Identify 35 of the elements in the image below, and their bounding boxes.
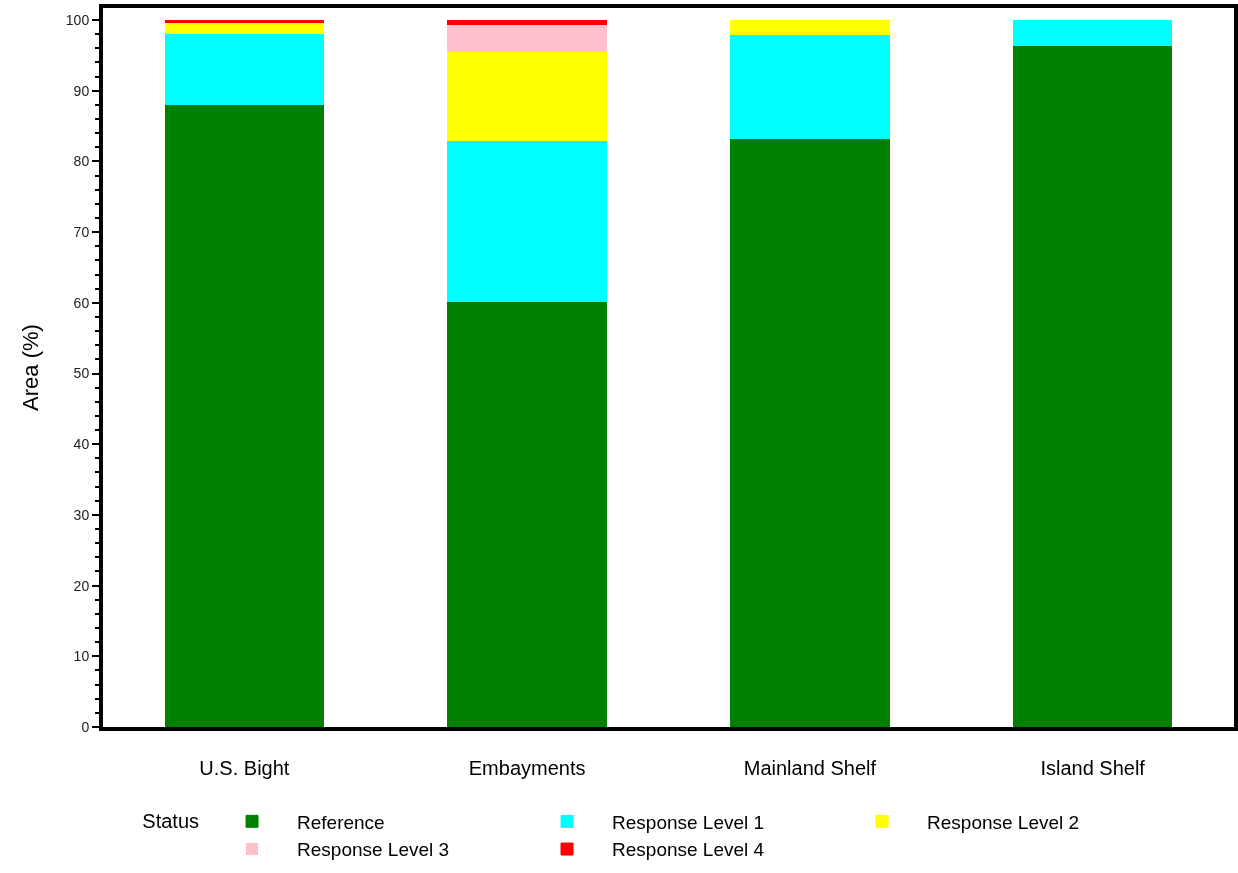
bar bbox=[164, 104, 325, 727]
y-tick-label: 20 bbox=[73, 577, 90, 594]
y-tick-label: 90 bbox=[73, 82, 90, 99]
x-tick-label: Mainland Shelf bbox=[743, 757, 877, 779]
legend-label: Response Level 4 bbox=[612, 839, 765, 861]
legend-label: Response Level 1 bbox=[612, 811, 765, 833]
bar bbox=[1012, 44, 1173, 727]
bar bbox=[447, 139, 607, 302]
x-tick-label: Island Shelf bbox=[1040, 757, 1146, 779]
y-tick-label: 100 bbox=[65, 11, 90, 28]
y-tick-label: 80 bbox=[73, 153, 90, 170]
bar bbox=[447, 19, 607, 26]
y-tick-label: 0 bbox=[81, 718, 90, 735]
bar bbox=[164, 32, 325, 106]
bar bbox=[1012, 19, 1173, 46]
legend-title: Status bbox=[142, 810, 200, 833]
y-tick-label: 70 bbox=[73, 224, 90, 241]
y-tick-label: 10 bbox=[73, 648, 90, 665]
y-tick-label: 60 bbox=[73, 294, 90, 311]
legend-label: Response Level 2 bbox=[927, 811, 1080, 833]
y-tick-label: 30 bbox=[73, 506, 90, 523]
bar bbox=[730, 138, 890, 727]
legend-label: Response Level 3 bbox=[297, 839, 450, 861]
bar bbox=[730, 19, 890, 36]
bar bbox=[447, 50, 607, 141]
legend-label: Reference bbox=[297, 811, 385, 833]
x-tick-label: Embayments bbox=[468, 757, 586, 779]
x-tick-label: U.S. Bight bbox=[199, 757, 290, 779]
y-tick-label: 50 bbox=[73, 365, 90, 382]
bar bbox=[730, 34, 890, 140]
bar bbox=[447, 300, 607, 727]
y-axis-title: Area (%) bbox=[18, 324, 44, 411]
bar bbox=[164, 19, 325, 23]
y-tick-label: 40 bbox=[73, 436, 90, 453]
bar bbox=[447, 24, 607, 52]
